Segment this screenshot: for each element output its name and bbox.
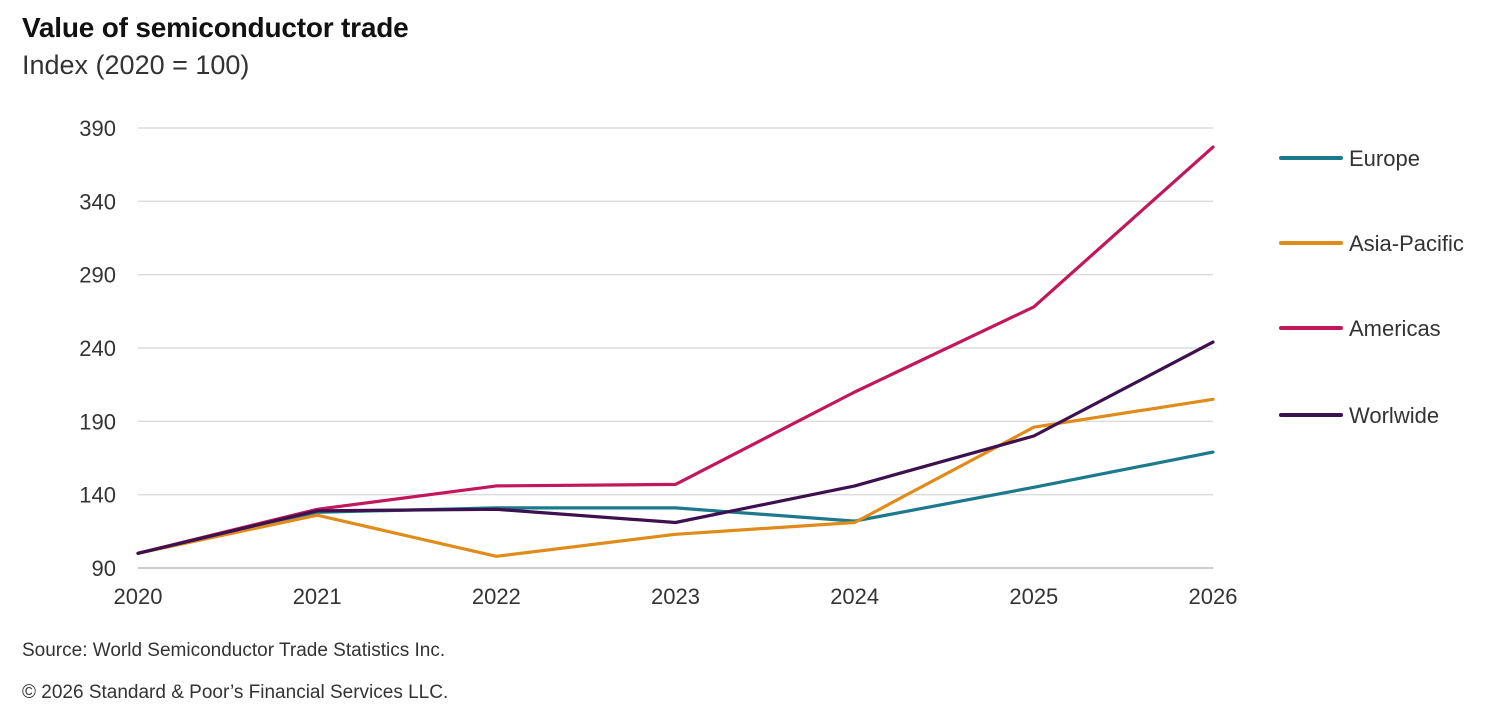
legend-item-europe: Europe [1279, 146, 1420, 171]
legend-label: Europe [1349, 146, 1420, 171]
series-line-worlwide [136, 340, 1215, 555]
y-axis-ticks: 90 140 190 240 290 340 390 [79, 116, 116, 581]
series-lines [136, 145, 1215, 558]
y-tick-label: 90 [92, 556, 116, 581]
gridlines [138, 127, 1213, 569]
series-line-americas [136, 145, 1215, 555]
y-tick-label: 390 [79, 116, 116, 141]
legend-label: Americas [1349, 316, 1441, 341]
source-note: Source: World Semiconductor Trade Statis… [22, 640, 446, 661]
series-line-europe [136, 450, 1215, 555]
x-tick-label: 2023 [651, 584, 700, 609]
x-tick-label: 2024 [830, 584, 879, 609]
legend-label: Asia-Pacific [1349, 231, 1464, 256]
copyright-note: © 2026 Standard & Poor’s Financial Servi… [22, 682, 449, 703]
x-tick-label: 2020 [114, 584, 163, 609]
chart-subtitle: Index (2020 = 100) [22, 50, 250, 80]
x-tick-label: 2022 [472, 584, 521, 609]
legend-item-asia-pacific: Asia-Pacific [1279, 231, 1464, 256]
y-tick-label: 290 [79, 263, 116, 288]
legend-label: Worlwide [1349, 403, 1439, 428]
legend: Europe Asia-Pacific Americas Worlwide [1279, 146, 1464, 428]
y-tick-label: 140 [79, 483, 116, 508]
legend-item-worlwide: Worlwide [1279, 403, 1439, 428]
legend-item-americas: Americas [1279, 316, 1441, 341]
series-line-asia-pacific [136, 397, 1215, 558]
y-tick-label: 340 [79, 189, 116, 214]
x-axis-ticks: 2020 2021 2022 2023 2024 2025 2026 [114, 584, 1238, 609]
x-tick-label: 2026 [1189, 584, 1238, 609]
x-tick-label: 2021 [293, 584, 342, 609]
y-tick-label: 240 [79, 336, 116, 361]
chart-title: Value of semiconductor trade [22, 12, 409, 43]
y-tick-label: 190 [79, 409, 116, 434]
x-tick-label: 2025 [1009, 584, 1058, 609]
